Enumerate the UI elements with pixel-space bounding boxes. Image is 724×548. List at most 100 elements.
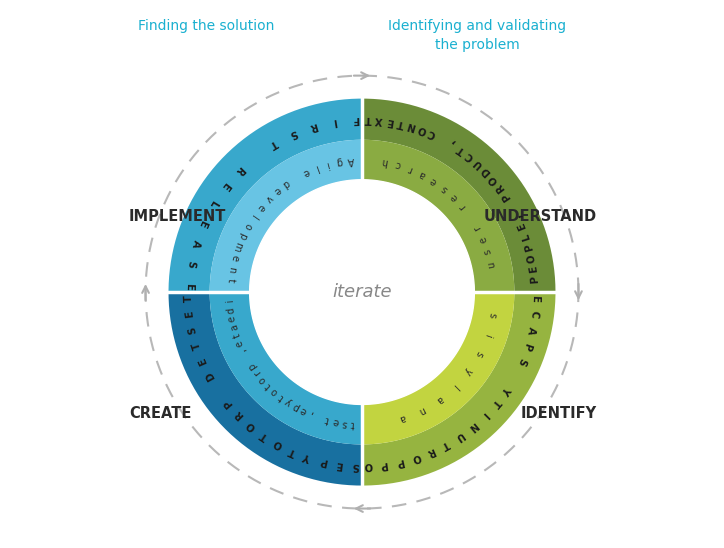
- Text: i: i: [482, 332, 492, 338]
- Text: P: P: [380, 459, 389, 470]
- Text: ,: ,: [308, 409, 314, 419]
- Text: n: n: [226, 265, 237, 273]
- Text: E: E: [530, 295, 540, 302]
- Text: E: E: [219, 180, 231, 191]
- Text: T: T: [287, 445, 298, 457]
- Text: E: E: [197, 218, 209, 228]
- Text: A: A: [526, 326, 537, 335]
- Text: N: N: [406, 120, 417, 132]
- Text: e: e: [298, 405, 308, 416]
- Text: O: O: [487, 173, 500, 186]
- Text: a: a: [417, 168, 427, 180]
- Text: E: E: [185, 310, 195, 318]
- Text: P: P: [319, 455, 329, 467]
- Text: UNDERSTAND: UNDERSTAND: [484, 209, 597, 224]
- Text: t: t: [232, 332, 242, 339]
- Text: T: T: [364, 113, 371, 124]
- Text: T: T: [268, 137, 279, 149]
- Text: D: D: [480, 165, 493, 178]
- Text: T: T: [258, 429, 270, 442]
- Text: s: s: [473, 349, 485, 358]
- Text: U: U: [472, 157, 485, 170]
- Text: O: O: [411, 451, 421, 463]
- Text: d: d: [225, 306, 236, 313]
- Text: r: r: [406, 163, 414, 174]
- Text: T: T: [184, 294, 194, 302]
- Text: L: L: [521, 232, 532, 241]
- Text: o: o: [242, 221, 253, 231]
- Text: CREATE: CREATE: [129, 406, 191, 421]
- Text: F: F: [353, 113, 360, 124]
- Text: E: E: [386, 116, 394, 127]
- Text: p: p: [246, 361, 258, 371]
- Text: A: A: [190, 238, 201, 248]
- Text: R: R: [308, 120, 319, 132]
- Text: O: O: [245, 419, 258, 432]
- Text: g: g: [335, 156, 343, 167]
- Text: e: e: [332, 416, 340, 427]
- Text: I: I: [480, 410, 489, 420]
- Text: r: r: [252, 368, 262, 378]
- Text: R: R: [233, 408, 245, 421]
- Text: C: C: [529, 310, 539, 318]
- Text: l: l: [313, 163, 320, 173]
- Text: T: T: [440, 438, 451, 450]
- Text: S: S: [188, 326, 198, 335]
- Text: s: s: [487, 312, 497, 318]
- Text: P: P: [530, 276, 540, 284]
- Text: O: O: [416, 123, 428, 135]
- Text: l: l: [450, 382, 459, 391]
- Polygon shape: [210, 292, 362, 444]
- Text: Y: Y: [303, 451, 313, 463]
- Text: S: S: [352, 460, 360, 471]
- Text: e: e: [478, 235, 489, 244]
- Text: n: n: [417, 404, 427, 416]
- Text: R: R: [233, 163, 245, 176]
- Text: N: N: [466, 419, 479, 432]
- Text: T: T: [489, 397, 502, 409]
- Polygon shape: [362, 140, 514, 292]
- Text: a: a: [229, 323, 240, 331]
- Text: O: O: [526, 253, 538, 263]
- Text: r: r: [472, 224, 483, 232]
- Text: T: T: [191, 341, 203, 351]
- Text: E: E: [197, 356, 209, 366]
- Text: o: o: [269, 386, 280, 397]
- Text: S: S: [515, 356, 527, 367]
- Polygon shape: [250, 180, 474, 404]
- Text: i: i: [325, 159, 330, 169]
- Polygon shape: [210, 140, 362, 292]
- Polygon shape: [167, 292, 362, 487]
- Text: O: O: [363, 460, 372, 471]
- Text: Finding the solution: Finding the solution: [138, 19, 274, 33]
- Text: T: T: [455, 144, 467, 156]
- Text: IMPLEMENT: IMPLEMENT: [129, 209, 227, 224]
- Text: E: E: [517, 221, 529, 231]
- Text: P: P: [395, 455, 405, 467]
- Text: l: l: [249, 212, 258, 220]
- Text: E: E: [336, 459, 344, 470]
- Text: s: s: [483, 248, 494, 256]
- Polygon shape: [362, 98, 557, 292]
- Text: e: e: [301, 167, 311, 178]
- Text: ,: ,: [513, 213, 523, 220]
- Text: P: P: [521, 341, 533, 351]
- Text: A: A: [347, 155, 354, 165]
- Text: a: a: [434, 393, 445, 406]
- Text: t: t: [277, 392, 286, 402]
- Text: p: p: [290, 401, 301, 413]
- Text: C: C: [427, 128, 438, 140]
- Text: T: T: [396, 117, 405, 129]
- Text: E: E: [529, 265, 539, 273]
- Polygon shape: [167, 98, 362, 292]
- Text: E: E: [184, 282, 194, 289]
- Text: v: v: [263, 193, 274, 204]
- Text: Identifying and validating
the problem: Identifying and validating the problem: [388, 19, 566, 52]
- Polygon shape: [362, 292, 514, 444]
- Text: t: t: [264, 381, 274, 391]
- Text: d: d: [281, 178, 292, 190]
- Text: t: t: [350, 419, 355, 429]
- Text: a: a: [398, 412, 408, 424]
- Text: ,: ,: [447, 139, 456, 149]
- Text: L: L: [207, 198, 219, 209]
